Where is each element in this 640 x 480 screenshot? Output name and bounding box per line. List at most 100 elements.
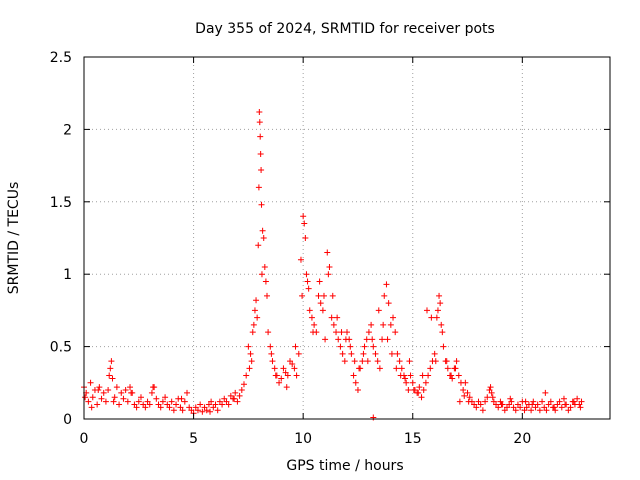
data-point	[306, 307, 313, 314]
data-point	[179, 407, 186, 414]
data-point	[325, 271, 332, 278]
data-point	[507, 395, 514, 402]
data-point	[397, 372, 404, 379]
data-point	[542, 389, 549, 396]
data-point	[381, 292, 388, 299]
data-point	[482, 398, 489, 405]
data-point	[455, 372, 462, 379]
data-point	[170, 407, 177, 414]
data-point	[437, 300, 444, 307]
data-point	[578, 398, 585, 405]
data-point	[248, 358, 255, 365]
data-point	[448, 372, 455, 379]
data-point	[374, 358, 381, 365]
data-point	[410, 387, 417, 394]
y-tick-label: 1.5	[50, 195, 72, 211]
axis-ticks: 0 5 10 15 20 0 0.5 1 1.5 2 2.5	[50, 50, 610, 447]
chart-title: Day 355 of 2024, SRMTID for receiver pot…	[195, 21, 495, 37]
data-point	[207, 408, 214, 415]
data-point	[322, 336, 329, 343]
data-point	[258, 201, 265, 208]
data-point	[477, 401, 484, 408]
data-point	[423, 307, 430, 314]
data-point	[240, 381, 247, 388]
data-point	[434, 307, 441, 314]
data-point	[369, 336, 376, 343]
data-point	[422, 379, 429, 386]
data-point	[100, 389, 107, 396]
data-point	[517, 404, 524, 411]
data-point	[301, 220, 308, 227]
data-point	[268, 350, 275, 357]
data-point	[415, 389, 422, 396]
data-point	[236, 392, 243, 399]
data-point	[118, 389, 125, 396]
data-point	[299, 292, 306, 299]
data-point	[212, 401, 219, 408]
y-tick-label: 1	[63, 267, 72, 283]
data-point	[173, 401, 180, 408]
data-point	[530, 398, 537, 405]
data-point	[460, 387, 467, 394]
data-point	[529, 401, 536, 408]
data-point	[570, 398, 577, 405]
data-point	[304, 278, 311, 285]
data-point	[361, 343, 368, 350]
data-point	[245, 343, 252, 350]
data-point	[96, 384, 103, 391]
data-point	[225, 401, 232, 408]
data-point	[443, 358, 450, 365]
x-tick-label: 20	[513, 431, 531, 447]
data-point	[329, 292, 336, 299]
data-point	[199, 408, 206, 415]
data-point	[574, 395, 581, 402]
data-point	[197, 401, 204, 408]
data-point	[258, 166, 265, 173]
data-point	[111, 394, 118, 401]
data-point	[82, 394, 89, 401]
data-point	[135, 398, 142, 405]
data-point	[356, 365, 363, 372]
data-point	[439, 329, 446, 336]
data-point	[265, 329, 272, 336]
data-point	[405, 387, 412, 394]
data-point	[283, 384, 290, 391]
data-point	[247, 350, 254, 357]
data-point	[370, 414, 377, 421]
data-point	[257, 133, 264, 140]
data-point	[260, 235, 267, 241]
data-point	[272, 372, 279, 379]
data-point	[326, 263, 333, 270]
data-point	[508, 398, 515, 405]
data-point	[449, 375, 456, 382]
x-tick-label: 15	[404, 431, 422, 447]
data-point	[341, 358, 348, 365]
data-point	[539, 398, 546, 405]
data-point	[543, 407, 550, 414]
data-point	[425, 372, 432, 379]
data-point	[380, 321, 387, 328]
data-point	[256, 119, 263, 126]
data-point	[124, 398, 131, 405]
data-point	[452, 365, 459, 372]
data-point	[433, 314, 440, 321]
data-point	[153, 395, 160, 402]
data-point	[330, 321, 337, 328]
data-point	[436, 292, 443, 299]
data-point	[319, 307, 326, 314]
data-point	[464, 389, 471, 396]
data-point	[203, 407, 210, 414]
data-point	[562, 401, 569, 408]
data-point	[293, 372, 300, 379]
data-point	[364, 358, 371, 365]
data-point	[466, 394, 473, 401]
data-point	[310, 329, 317, 336]
data-point	[372, 350, 379, 357]
data-point	[267, 343, 274, 350]
data-point	[214, 407, 221, 414]
data-point	[444, 365, 451, 372]
data-point	[403, 379, 410, 386]
data-point	[308, 314, 315, 321]
data-point	[280, 365, 287, 372]
data-point	[487, 384, 494, 391]
